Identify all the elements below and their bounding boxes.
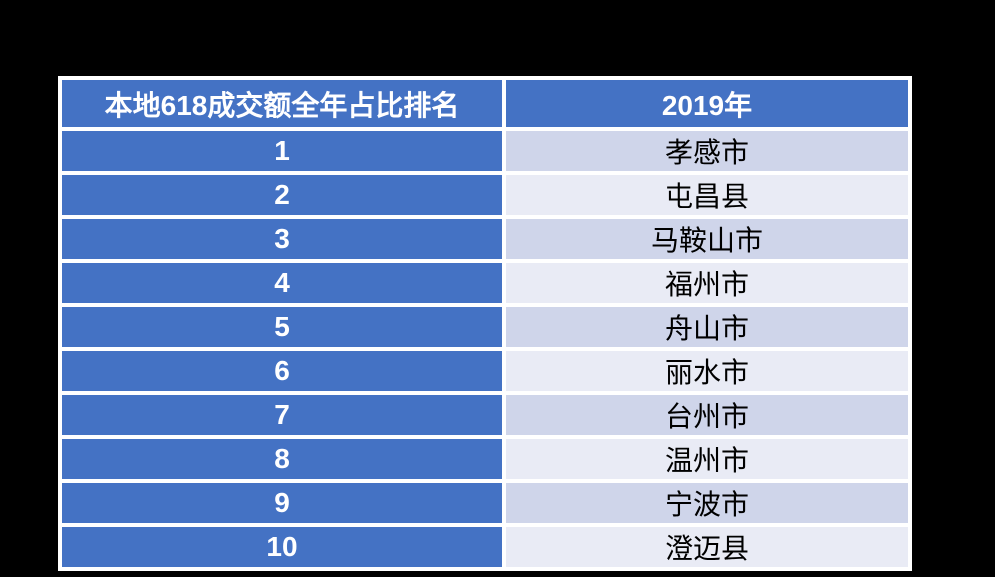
- table-row: 1 孝感市: [62, 131, 908, 171]
- rank-cell: 2: [62, 175, 502, 215]
- table-row: 8 温州市: [62, 439, 908, 479]
- ranking-table: 本地618成交额全年占比排名 2019年 1 孝感市 2 屯昌县 3 马鞍山市 …: [58, 76, 912, 571]
- table-row: 10 澄迈县: [62, 527, 908, 567]
- table-row: 9 宁波市: [62, 483, 908, 523]
- table-row: 4 福州市: [62, 263, 908, 303]
- city-cell: 福州市: [506, 263, 908, 303]
- table-row: 7 台州市: [62, 395, 908, 435]
- city-cell: 屯昌县: [506, 175, 908, 215]
- table-row: 3 马鞍山市: [62, 219, 908, 259]
- rank-cell: 9: [62, 483, 502, 523]
- rank-cell: 4: [62, 263, 502, 303]
- city-cell: 舟山市: [506, 307, 908, 347]
- rank-cell: 3: [62, 219, 502, 259]
- rank-cell: 8: [62, 439, 502, 479]
- table-row: 2 屯昌县: [62, 175, 908, 215]
- table-header-row: 本地618成交额全年占比排名 2019年: [62, 80, 908, 127]
- table-row: 5 舟山市: [62, 307, 908, 347]
- city-cell: 孝感市: [506, 131, 908, 171]
- rank-cell: 10: [62, 527, 502, 567]
- city-cell: 马鞍山市: [506, 219, 908, 259]
- city-cell: 宁波市: [506, 483, 908, 523]
- rank-cell: 5: [62, 307, 502, 347]
- rank-cell: 1: [62, 131, 502, 171]
- city-cell: 台州市: [506, 395, 908, 435]
- rank-cell: 7: [62, 395, 502, 435]
- table-row: 6 丽水市: [62, 351, 908, 391]
- column-header-year: 2019年: [506, 80, 908, 127]
- rank-cell: 6: [62, 351, 502, 391]
- column-header-rank: 本地618成交额全年占比排名: [62, 80, 502, 127]
- city-cell: 澄迈县: [506, 527, 908, 567]
- city-cell: 温州市: [506, 439, 908, 479]
- city-cell: 丽水市: [506, 351, 908, 391]
